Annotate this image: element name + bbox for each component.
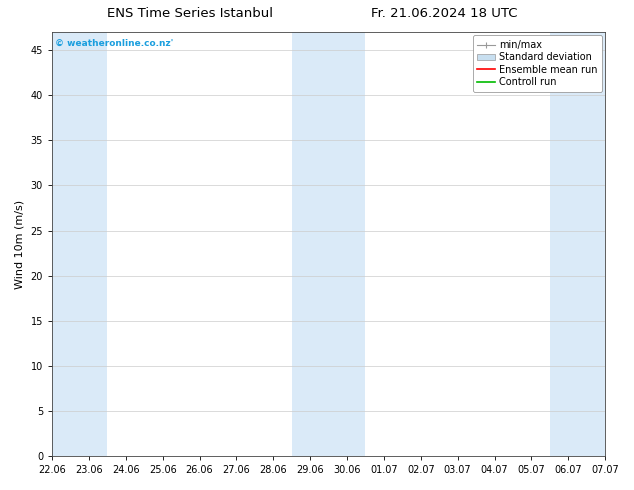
Bar — [34, 32, 107, 456]
Bar — [550, 32, 624, 456]
Text: Fr. 21.06.2024 18 UTC: Fr. 21.06.2024 18 UTC — [370, 7, 517, 21]
Bar — [292, 32, 365, 456]
Y-axis label: Wind 10m (m/s): Wind 10m (m/s) — [15, 199, 25, 289]
Legend: min/max, Standard deviation, Ensemble mean run, Controll run: min/max, Standard deviation, Ensemble me… — [472, 35, 602, 92]
Text: ENS Time Series Istanbul: ENS Time Series Istanbul — [107, 7, 273, 21]
Text: © weatheronline.co.nz': © weatheronline.co.nz' — [55, 39, 173, 48]
